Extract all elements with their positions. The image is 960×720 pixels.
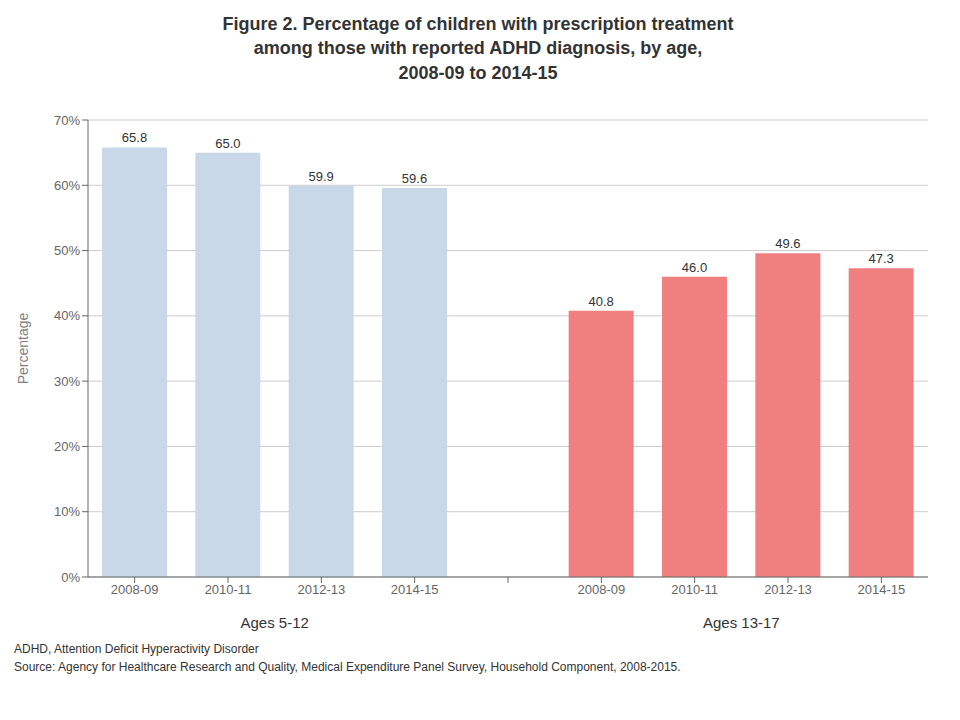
svg-text:30%: 30% (54, 374, 80, 389)
svg-text:49.6: 49.6 (775, 236, 800, 251)
svg-text:2008-09: 2008-09 (577, 582, 625, 597)
svg-text:50%: 50% (54, 243, 80, 258)
svg-text:Percentage: Percentage (15, 312, 31, 384)
html-text:ADHD, Attention Deficit Hypera: ADHD, Attention Deficit Hyperactivity Di… (14, 642, 259, 656)
svg-text:2012-13: 2012-13 (764, 582, 812, 597)
svg-text:70%: 70% (54, 113, 80, 128)
svg-text:0%: 0% (61, 570, 80, 585)
svg-text:2014-15: 2014-15 (391, 582, 439, 597)
html-text:Source: Agency for Healthcare: Source: Agency for Healthcare Research a… (14, 660, 681, 674)
svg-text:65.0: 65.0 (215, 136, 240, 151)
svg-text:40%: 40% (54, 308, 80, 323)
svg-text:2010-11: 2010-11 (205, 582, 252, 597)
svg-text:10%: 10% (54, 504, 80, 519)
svg-text:65.8: 65.8 (122, 130, 147, 145)
svg-text:2012-13: 2012-13 (297, 582, 345, 597)
svg-text:60%: 60% (54, 178, 80, 193)
svg-text:47.3: 47.3 (869, 251, 894, 266)
html-text:Ages 13-17: Ages 13-17 (703, 614, 780, 631)
svg-text:46.0: 46.0 (682, 260, 707, 275)
svg-text:2014-15: 2014-15 (857, 582, 905, 597)
svg-text:2008-09: 2008-09 (111, 582, 159, 597)
svg-text:2010-11: 2010-11 (671, 582, 718, 597)
svg-text:59.9: 59.9 (309, 169, 334, 184)
html-text:Ages 5-12: Ages 5-12 (240, 614, 309, 631)
svg-text:59.6: 59.6 (402, 171, 427, 186)
svg-text:40.8: 40.8 (589, 294, 614, 309)
html-text:Figure 2. Percentage of childr: Figure 2. Percentage of children with pr… (222, 14, 734, 83)
svg-text:20%: 20% (54, 439, 80, 454)
